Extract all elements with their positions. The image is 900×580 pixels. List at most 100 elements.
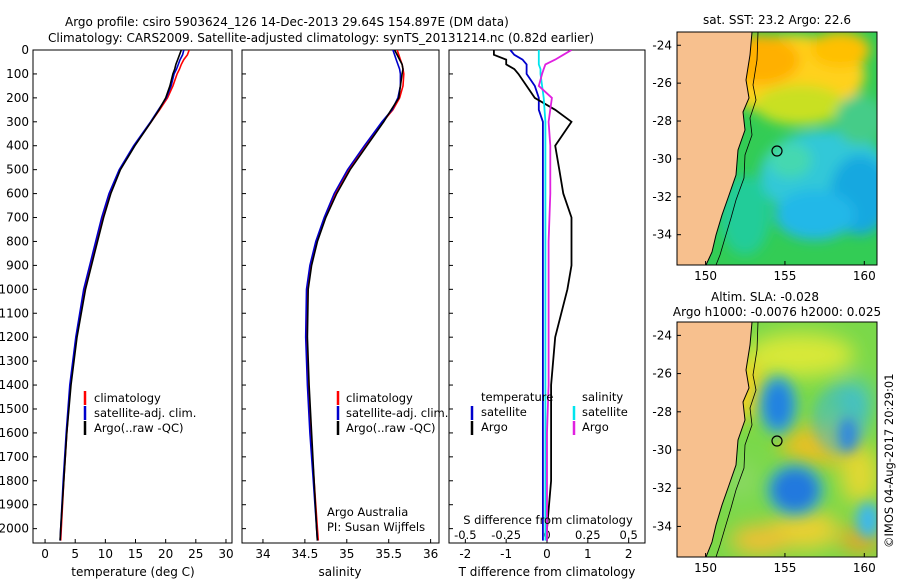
temperature-tick-label: 30	[218, 547, 233, 561]
diff-line-s-argo	[537, 50, 572, 541]
lat-tick-label: -28	[652, 405, 672, 419]
s-diff-tick-label: -0.25	[491, 528, 521, 542]
diff-line-t-argo	[492, 50, 573, 541]
sst-map-title: sat. SST: 23.2 Argo: 22.6	[703, 13, 851, 27]
depth-axis-ticks: 0 100 200 300 400 500 600 700 800 900 1000 1100 1200…	[0, 43, 37, 536]
temperature-profiles	[59, 50, 190, 541]
temperature-legend: climatology satellite-adj. clim. Argo(..…	[83, 391, 196, 435]
salinity-axis-ticks: 34 34.5 35 35.5 36	[255, 539, 438, 561]
lat-tick-label: -32	[652, 481, 672, 495]
salinity-tick-label: 34	[255, 547, 270, 561]
salinity-axes-box	[241, 49, 440, 544]
depth-tick-label: 800	[6, 234, 29, 248]
sst-field	[677, 32, 877, 265]
depth-tick-label: 1900	[0, 498, 29, 512]
t-diff-tick-label: 2	[625, 547, 633, 561]
lat-tick-label: -30	[652, 443, 672, 457]
coastline-land-2	[677, 322, 752, 557]
temperature-tick-label: 10	[98, 547, 113, 561]
lon-tick-label: 155	[773, 561, 796, 575]
lat-tick-label: -26	[652, 367, 672, 381]
salinity-tick-label: 34.5	[292, 547, 319, 561]
temperature-axes-box	[32, 49, 233, 544]
salinity-tick-label: 35	[339, 547, 354, 561]
depth-tick-label: 0	[21, 43, 29, 57]
legend-label-t-argo: Argo	[481, 420, 508, 434]
s-difference-xlabel: S difference from climatology	[463, 513, 633, 527]
credit-line-1: Argo Australia	[327, 505, 408, 519]
depth-tick-label: 1000	[0, 282, 29, 296]
sla-map-subtitle: Argo h1000: -0.0076 h2000: 0.025	[673, 305, 881, 319]
credit-line-2: PI: Susan Wijffels	[327, 520, 425, 534]
sst-map: sat. SST: 23.2 Argo: 22.6 150 155 160 -24 -2…	[652, 13, 878, 283]
sla-map: Altim. SLA: -0.028 Argo h1000: -0.0076 h…	[652, 290, 881, 575]
sst-map-ticks: 150 155 160 -24 -26 -28 -30 -32 -34	[652, 38, 875, 283]
lat-tick-label: -28	[652, 114, 672, 128]
lat-tick-label: -32	[652, 190, 672, 204]
imos-credit: ©IMOS 04-Aug-2017 20:29:01	[882, 373, 896, 548]
legend-label-satellite: satellite-adj. clim.	[346, 406, 448, 420]
temperature-tick-label: 15	[128, 547, 143, 561]
s-diff-tick-label: 0.5	[620, 528, 638, 542]
lon-tick-label: 155	[773, 269, 796, 283]
sst-map-frame	[676, 31, 878, 266]
legend-label-argo: Argo(..raw -QC)	[94, 421, 184, 435]
legend-label-s-satellite: satellite	[582, 405, 628, 419]
legend-title-salinity: salinity	[582, 390, 623, 404]
sla-map-title: Altim. SLA: -0.028	[711, 290, 819, 304]
argo-float-marker	[771, 145, 783, 157]
temperature-line-satellite	[59, 50, 185, 541]
salinity-legend: climatology satellite-adj. clim. Argo(..…	[336, 391, 448, 435]
legend-label-t-satellite: satellite	[481, 405, 527, 419]
salinity-profiles	[304, 50, 405, 541]
temperature-line-argo	[59, 50, 183, 541]
salinity-panel: 34 34.5 35 35.5 36 salinity climatology sate…	[241, 49, 448, 579]
t-difference-axis-ticks: -2 -1 0 1 2	[459, 539, 632, 561]
t-diff-tick-label: -1	[500, 547, 512, 561]
temperature-xlabel: temperature (deg C)	[71, 565, 194, 579]
s-difference-axis-ticks: -0.5 -0.25 0 0.25 0.5	[454, 528, 638, 542]
sla-map-ticks: 150 155 160 -24 -26 -28 -30 -32 -34	[652, 328, 875, 575]
depth-tick-label: 900	[6, 258, 29, 272]
depth-tick-label: 1600	[0, 426, 29, 440]
lon-tick-label: 150	[694, 561, 717, 575]
difference-legend-temperature: temperature satellite Argo	[470, 390, 553, 435]
salinity-tick-label: 35.5	[375, 547, 402, 561]
header-line-1: Argo profile: csiro 5903624_126 14-Dec-2…	[65, 15, 509, 29]
depth-tick-label: 1400	[0, 378, 29, 392]
temperature-tick-label: 0	[41, 547, 49, 561]
depth-tick-label: 1200	[0, 330, 29, 344]
coastline-land	[677, 32, 752, 265]
depth-tick-label: 400	[6, 139, 29, 153]
legend-label-argo: Argo(..raw -QC)	[346, 421, 436, 435]
difference-panel: -2 -1 0 1 2 -0.5 -0.25 0 0.25 0.5 S difference f…	[448, 49, 646, 579]
salinity-xlabel: salinity	[318, 565, 361, 579]
lat-tick-label: -26	[652, 76, 672, 90]
lon-tick-label: 150	[694, 269, 717, 283]
legend-label-climatology: climatology	[346, 391, 413, 405]
s-diff-tick-label: 0.25	[575, 528, 601, 542]
salinity-tick-label: 36	[423, 547, 438, 561]
t-diff-tick-label: -2	[459, 547, 471, 561]
lon-tick-label: 160	[853, 561, 876, 575]
lat-tick-label: -30	[652, 152, 672, 166]
difference-legend-salinity: salinity satellite Argo	[572, 390, 628, 435]
depth-tick-label: 500	[6, 163, 29, 177]
depth-tick-label: 300	[6, 115, 29, 129]
legend-label-satellite: satellite-adj. clim.	[94, 406, 196, 420]
depth-tick-label: 1100	[0, 306, 29, 320]
lon-tick-label: 160	[853, 269, 876, 283]
depth-tick-label: 700	[6, 211, 29, 225]
lat-tick-label: -34	[652, 519, 672, 533]
lat-tick-label: -24	[652, 38, 672, 52]
legend-label-climatology: climatology	[94, 391, 161, 405]
sla-field	[677, 322, 877, 557]
lat-tick-label: -24	[652, 328, 672, 342]
salinity-line-satellite	[304, 50, 402, 541]
sla-map-frame	[676, 321, 878, 558]
depth-tick-label: 1700	[0, 450, 29, 464]
temperature-tick-label: 25	[188, 547, 203, 561]
temperature-tick-label: 20	[158, 547, 173, 561]
header-line-2: Climatology: CARS2009. Satellite-adjuste…	[48, 31, 594, 45]
difference-depth-ticks	[449, 49, 453, 530]
